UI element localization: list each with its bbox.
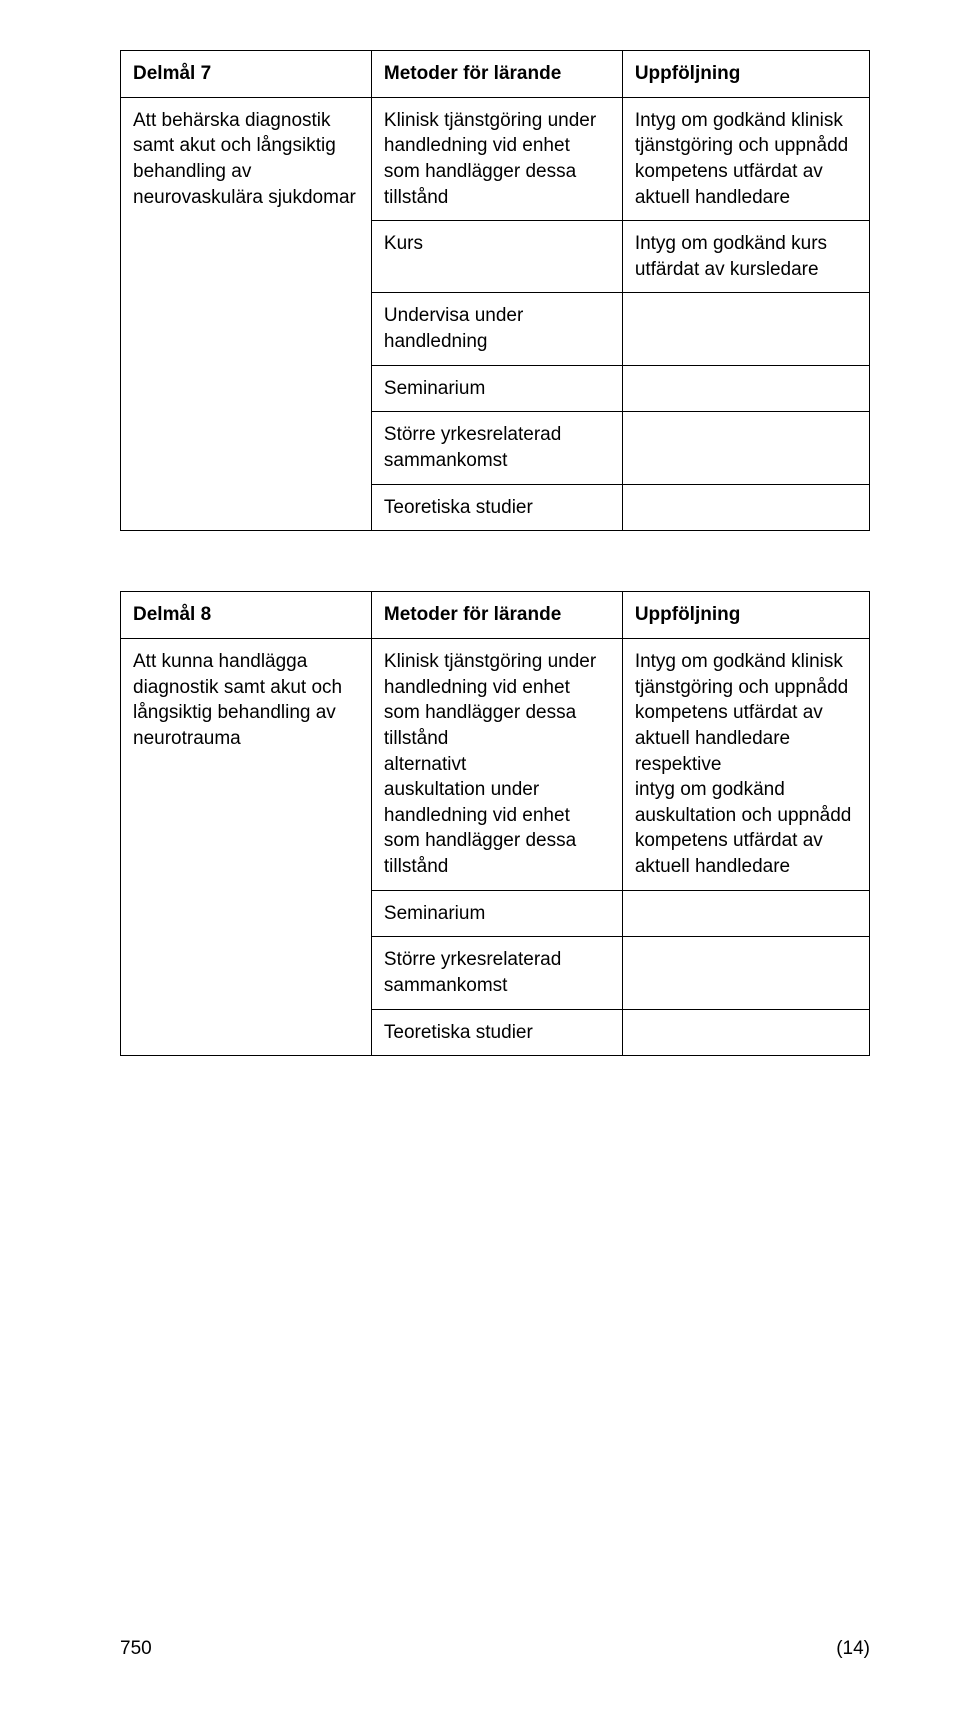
table8-followup-1	[622, 890, 869, 937]
page-footer: 750 (14)	[120, 1638, 870, 1660]
table8-followup-0-line2: intyg om godkänd auskultation och uppnåd…	[635, 777, 857, 880]
table8-method-0-line1: alternativt	[384, 752, 610, 778]
table7-method-4: Större yrkesrelaterad sammankomst	[371, 412, 622, 484]
table8-method-2: Större yrkesrelaterad sammankomst	[371, 937, 622, 1009]
table8-followup-0-line1: respektive	[635, 752, 857, 778]
table7-followup-0: Intyg om godkänd klinisk tjänstgöring oc…	[622, 97, 869, 221]
table8-header-col2: Metoder för lärande	[371, 592, 622, 639]
table7-followup-5	[622, 484, 869, 531]
table8-header-col1: Delmål 8	[121, 592, 372, 639]
table7-header-col1: Delmål 7	[121, 51, 372, 98]
table7-header-col3: Uppföljning	[622, 51, 869, 98]
table8-followup-0-line0: Intyg om godkänd klinisk tjänstgöring oc…	[635, 649, 857, 752]
table7-method-2: Undervisa under handledning	[371, 293, 622, 365]
table7-method-3: Seminarium	[371, 365, 622, 412]
table8-method-0-line0: Klinisk tjänstgöring under handledning v…	[384, 649, 610, 752]
table7-followup-2	[622, 293, 869, 365]
table7-method-1: Kurs	[371, 221, 622, 293]
table8-description: Att kunna handlägga diagnostik samt akut…	[121, 638, 372, 1055]
table7-followup-1: Intyg om godkänd kurs utfärdat av kursle…	[622, 221, 869, 293]
table7-followup-3	[622, 365, 869, 412]
table8-header-col3: Uppföljning	[622, 592, 869, 639]
table7-followup-4	[622, 412, 869, 484]
table8-followup-3	[622, 1009, 869, 1056]
table7-method-5: Teoretiska studier	[371, 484, 622, 531]
table8-followup-0: Intyg om godkänd klinisk tjänstgöring oc…	[622, 638, 869, 890]
table-delmal-7: Delmål 7 Metoder för lärande Uppföljning…	[120, 50, 870, 531]
table7-description: Att behärska diagnostik samt akut och lå…	[121, 97, 372, 531]
footer-page-number-left: 750	[120, 1638, 152, 1660]
table8-followup-2	[622, 937, 869, 1009]
table8-method-0-line2: auskultation under handledning vid enhet…	[384, 777, 610, 880]
table8-method-1: Seminarium	[371, 890, 622, 937]
table7-method-0: Klinisk tjänstgöring under handledning v…	[371, 97, 622, 221]
table-delmal-8: Delmål 8 Metoder för lärande Uppföljning…	[120, 591, 870, 1056]
table8-method-3: Teoretiska studier	[371, 1009, 622, 1056]
footer-page-number-right: (14)	[836, 1638, 870, 1660]
table7-header-col2: Metoder för lärande	[371, 51, 622, 98]
page: Delmål 7 Metoder för lärande Uppföljning…	[0, 0, 960, 1720]
table8-method-0: Klinisk tjänstgöring under handledning v…	[371, 638, 622, 890]
